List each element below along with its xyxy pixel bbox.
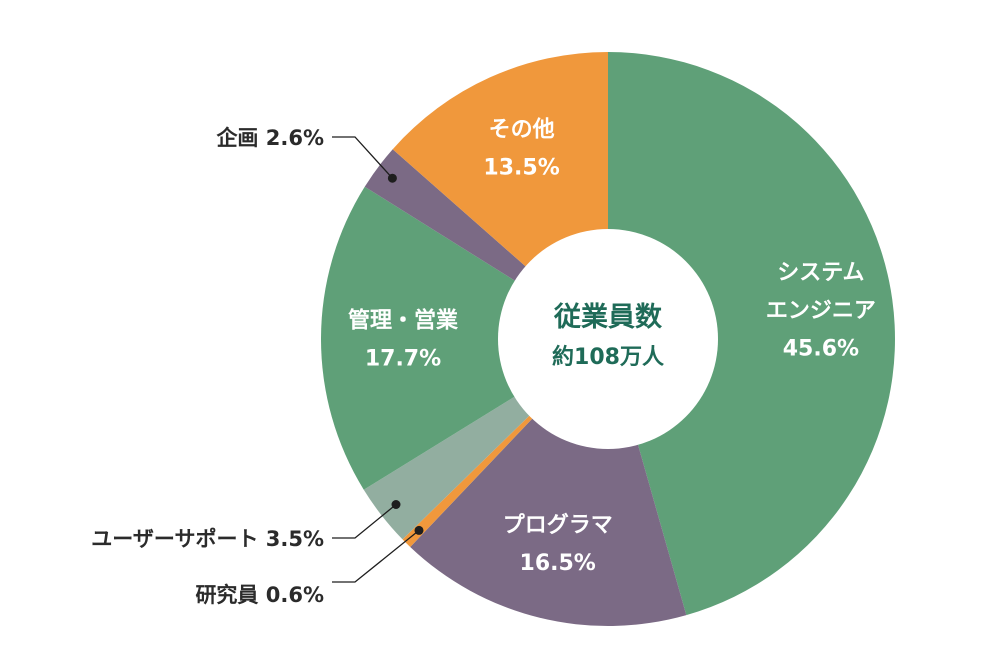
slice-name-label: 管理・営業 [348, 307, 459, 333]
slice-value-label: 16.5% [520, 551, 596, 576]
slice-outside-label: ユーザーサポート 3.5% [91, 527, 324, 551]
leader-line [332, 503, 397, 539]
slice-name-label: その他 [489, 118, 555, 143]
leader-line [332, 136, 393, 179]
center-subtitle: 約108万人 [552, 344, 664, 370]
slice-name-label: プログラマ [503, 512, 613, 538]
donut-hole [498, 229, 718, 449]
slice-outside-label: 研究員 0.6% [195, 583, 324, 607]
slice-value-label: 13.5% [483, 156, 559, 181]
center-title: 従業員数 [553, 302, 663, 333]
slice-value-label: 17.7% [365, 346, 441, 371]
slice-name-label: エンジニア [766, 298, 876, 323]
pie-slice-4 [320, 186, 608, 490]
slice-name-label: システム [777, 260, 864, 285]
leader-line [332, 529, 420, 583]
slice-outside-label: 企画 2.6% [215, 126, 324, 150]
pie-slice-0 [608, 52, 895, 616]
slice-value-label: 45.6% [783, 336, 859, 361]
